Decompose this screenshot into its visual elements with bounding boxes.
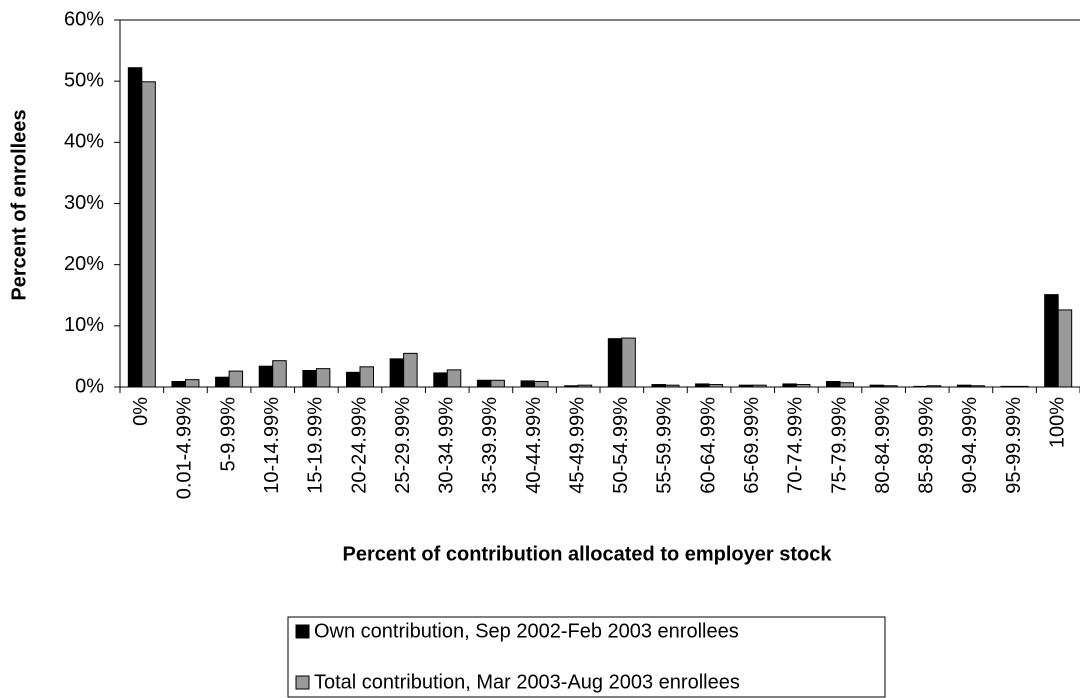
bar	[883, 385, 898, 388]
x-tick-label: 80-84.99%	[872, 397, 894, 494]
x-tick-label: 15-19.99%	[305, 397, 327, 494]
y-tick-label: 20%	[64, 253, 104, 275]
bar	[446, 369, 462, 388]
bar	[476, 379, 492, 388]
bar	[651, 384, 666, 388]
x-tick-label: 25-29.99%	[392, 397, 414, 494]
bar	[1057, 309, 1073, 388]
bar	[708, 384, 724, 388]
bar	[970, 385, 985, 388]
y-axis-label: Percent of enrollees	[8, 109, 30, 300]
bar	[795, 384, 811, 388]
bar	[1044, 294, 1059, 388]
bar	[490, 379, 505, 388]
x-tick-label: 75-79.99%	[828, 397, 850, 494]
bar	[389, 358, 405, 388]
x-tick-label: 95-99.99%	[1003, 397, 1025, 494]
bar	[695, 383, 710, 388]
bar	[215, 376, 230, 388]
legend-box	[287, 616, 886, 698]
bar	[184, 379, 200, 388]
y-tick-label: 40%	[64, 131, 104, 153]
bar	[346, 371, 361, 388]
x-tick-label: 35-39.99%	[479, 397, 501, 494]
legend-swatch	[295, 675, 310, 690]
x-tick-label: 20-24.99%	[348, 397, 370, 494]
bar	[782, 383, 797, 388]
bar	[520, 380, 536, 388]
bar	[564, 385, 579, 388]
x-tick-label: 60-64.99%	[697, 397, 719, 494]
bar	[403, 352, 418, 388]
bar	[956, 384, 972, 388]
bar	[664, 384, 680, 388]
bar	[621, 337, 636, 388]
x-tick-label: 5-9.99%	[217, 397, 239, 472]
bar	[228, 370, 244, 388]
x-axis-label: Percent of contribution allocated to emp…	[343, 543, 833, 565]
x-tick-label: 55-59.99%	[654, 397, 676, 494]
x-tick-label: 40-44.99%	[523, 397, 545, 494]
bar	[127, 67, 143, 388]
x-tick-label: 50-54.99%	[610, 397, 632, 494]
x-tick-label: 100%	[1046, 397, 1068, 448]
y-tick-label: 0%	[75, 375, 104, 397]
x-tick-label: 70-74.99%	[785, 397, 807, 494]
bar	[433, 372, 448, 388]
legend-label: Own contribution, Sep 2002-Feb 2003 enro…	[314, 620, 739, 642]
x-tick-label: 10-14.99%	[261, 397, 283, 494]
y-tick-label: 60%	[64, 8, 104, 30]
legend-swatch	[295, 624, 310, 639]
bar	[1014, 385, 1029, 388]
y-tick-label: 50%	[64, 69, 104, 91]
x-tick-label: 85-89.99%	[916, 397, 938, 494]
bar	[913, 385, 928, 388]
bar	[752, 384, 767, 388]
bar	[869, 384, 885, 388]
bar	[171, 380, 186, 388]
bar	[738, 384, 754, 388]
bar	[1000, 385, 1016, 388]
x-tick-label: 30-34.99%	[436, 397, 458, 494]
x-tick-label: 0%	[130, 397, 152, 426]
bar	[359, 366, 374, 388]
bar	[607, 338, 623, 388]
x-tick-label: 0.01-4.99%	[174, 397, 196, 500]
bar	[577, 384, 593, 388]
bar	[315, 368, 331, 388]
x-tick-label: 65-69.99%	[741, 397, 763, 494]
x-tick-label: 45-49.99%	[566, 397, 588, 494]
x-tick-label: 90-94.99%	[959, 397, 981, 494]
bar	[141, 81, 156, 388]
y-tick-label: 10%	[64, 314, 104, 336]
bar	[258, 365, 274, 388]
bar	[926, 385, 942, 388]
legend-label: Total contribution, Mar 2003-Aug 2003 en…	[314, 671, 740, 693]
bar	[302, 369, 317, 388]
bar	[534, 380, 549, 388]
bar	[272, 360, 287, 388]
bar	[826, 380, 841, 388]
bar	[839, 382, 854, 388]
y-tick-label: 30%	[64, 192, 104, 214]
